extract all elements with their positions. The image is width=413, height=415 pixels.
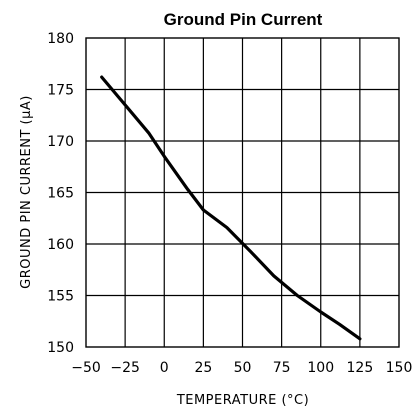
grid bbox=[86, 38, 399, 347]
x-tick-label: 75 bbox=[273, 360, 291, 376]
y-tick-label: 160 bbox=[47, 237, 74, 253]
x-tick-label: 125 bbox=[347, 360, 374, 376]
y-tick-label: 175 bbox=[47, 83, 74, 99]
x-tick-label: 150 bbox=[386, 360, 413, 376]
y-axis-label: GROUND PIN CURRENT (μA) bbox=[19, 95, 34, 289]
x-tick-label: 25 bbox=[194, 360, 212, 376]
y-tick-labels: 150 155 160 165 170 175 180 bbox=[47, 31, 74, 356]
y-tick-label: 165 bbox=[47, 186, 74, 202]
y-tick-label: 150 bbox=[47, 340, 74, 356]
chart-title: Ground Pin Current bbox=[164, 10, 323, 29]
x-tick-label: 100 bbox=[307, 360, 334, 376]
x-tick-labels: −50 −25 0 25 50 75 100 125 150 bbox=[71, 360, 412, 376]
x-tick-label: 0 bbox=[160, 360, 169, 376]
series-line bbox=[100, 75, 362, 341]
y-tick-label: 180 bbox=[47, 31, 74, 47]
x-tick-label: −50 bbox=[71, 360, 101, 376]
plot-frame bbox=[85, 37, 400, 348]
x-tick-label: −25 bbox=[110, 360, 140, 376]
x-tick-label: 50 bbox=[234, 360, 252, 376]
y-tick-label: 170 bbox=[47, 134, 74, 150]
y-tick-label: 155 bbox=[47, 289, 74, 305]
x-axis-label: TEMPERATURE (°C) bbox=[176, 393, 309, 408]
